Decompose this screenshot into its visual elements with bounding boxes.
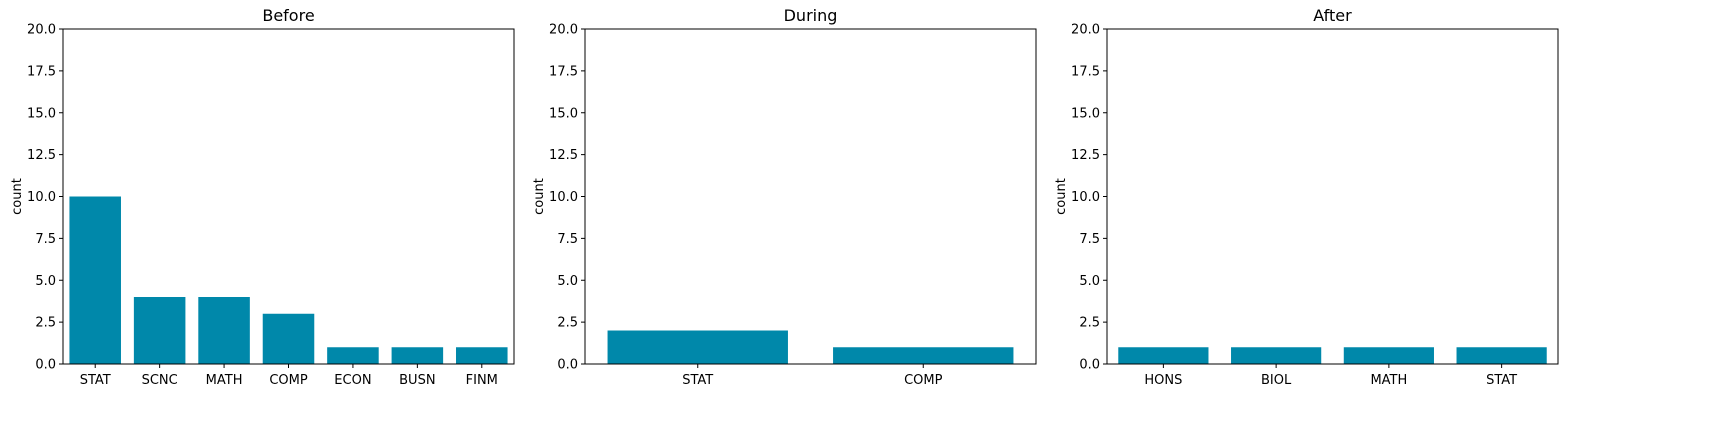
y-tick-label: 10.0 [549, 190, 578, 205]
chart-title: After [1313, 6, 1352, 25]
y-tick-label: 17.5 [27, 64, 56, 79]
y-tick-label: 2.5 [557, 316, 578, 331]
y-tick-label: 5.0 [557, 274, 578, 289]
y-tick-label: 17.5 [549, 64, 578, 79]
x-tick-label: SCNC [142, 373, 178, 388]
y-tick-label: 7.5 [557, 232, 578, 247]
y-tick-label: 7.5 [1079, 232, 1100, 247]
bar-busn [391, 347, 444, 364]
x-tick-label: BIOL [1261, 373, 1292, 388]
bar-stat [607, 330, 788, 364]
bar-finm [456, 347, 508, 364]
x-tick-label: MATH [1370, 373, 1407, 388]
axes-frame [584, 28, 1037, 365]
y-tick-label: 20.0 [27, 23, 56, 38]
y-tick-label: 2.5 [35, 316, 56, 331]
y-tick-label: 15.0 [549, 106, 578, 121]
x-tick-label: COMP [269, 373, 308, 388]
y-axis-label: count [10, 178, 25, 215]
y-axis-label: count [1054, 178, 1069, 215]
x-tick-label: COMP [904, 373, 943, 388]
x-tick-label: FINM [466, 373, 498, 388]
y-tick-label: 12.5 [549, 148, 578, 163]
bar-econ [327, 347, 379, 364]
chart-title: Before [262, 6, 314, 25]
axes-frame [1106, 28, 1559, 365]
y-tick-label: 0.0 [1079, 358, 1100, 373]
y-tick-label: 12.5 [1071, 148, 1100, 163]
bar-stat [1456, 347, 1547, 364]
bar-scnc [133, 297, 186, 364]
y-tick-label: 20.0 [549, 23, 578, 38]
y-tick-label: 0.0 [35, 358, 56, 373]
y-tick-label: 2.5 [1079, 316, 1100, 331]
y-tick-label: 12.5 [27, 148, 56, 163]
chart-panel-before: 0.0 2.5 5.0 7.5 10.0 12.5 15.0 17.5 20.0 STAT SCNC… [10, 6, 515, 388]
bar-math [1343, 347, 1434, 364]
bar-biol [1231, 347, 1322, 364]
y-tick-label: 10.0 [27, 190, 56, 205]
y-tick-label: 5.0 [35, 274, 56, 289]
x-tick-label: ECON [334, 373, 371, 388]
bar-hons [1118, 347, 1209, 364]
chart-panel-after: 0.0 2.5 5.0 7.5 10.0 12.5 15.0 17.5 20.0 HONS BIOL… [1054, 6, 1559, 388]
y-tick-label: 15.0 [27, 106, 56, 121]
y-axis-label: count [532, 178, 547, 215]
y-tick-label: 7.5 [35, 232, 56, 247]
y-tick-label: 17.5 [1071, 64, 1100, 79]
y-tick-label: 5.0 [1079, 274, 1100, 289]
bar-comp [262, 313, 315, 364]
bar-comp [833, 347, 1014, 364]
chart-title: During [784, 6, 838, 25]
bar-stat [69, 196, 121, 364]
x-tick-label: HONS [1144, 373, 1182, 388]
y-tick-label: 20.0 [1071, 23, 1100, 38]
x-tick-label: MATH [206, 373, 243, 388]
y-tick-label: 0.0 [557, 358, 578, 373]
x-tick-label: STAT [682, 373, 713, 388]
bar-math [198, 297, 250, 364]
x-tick-label: STAT [1486, 373, 1517, 388]
x-tick-label: STAT [80, 373, 111, 388]
x-tick-label: BUSN [399, 373, 435, 388]
chart-panel-during: 0.0 2.5 5.0 7.5 10.0 12.5 15.0 17.5 20.0 STAT COMP… [532, 6, 1037, 388]
y-tick-label: 10.0 [1071, 190, 1100, 205]
y-tick-label: 15.0 [1071, 106, 1100, 121]
